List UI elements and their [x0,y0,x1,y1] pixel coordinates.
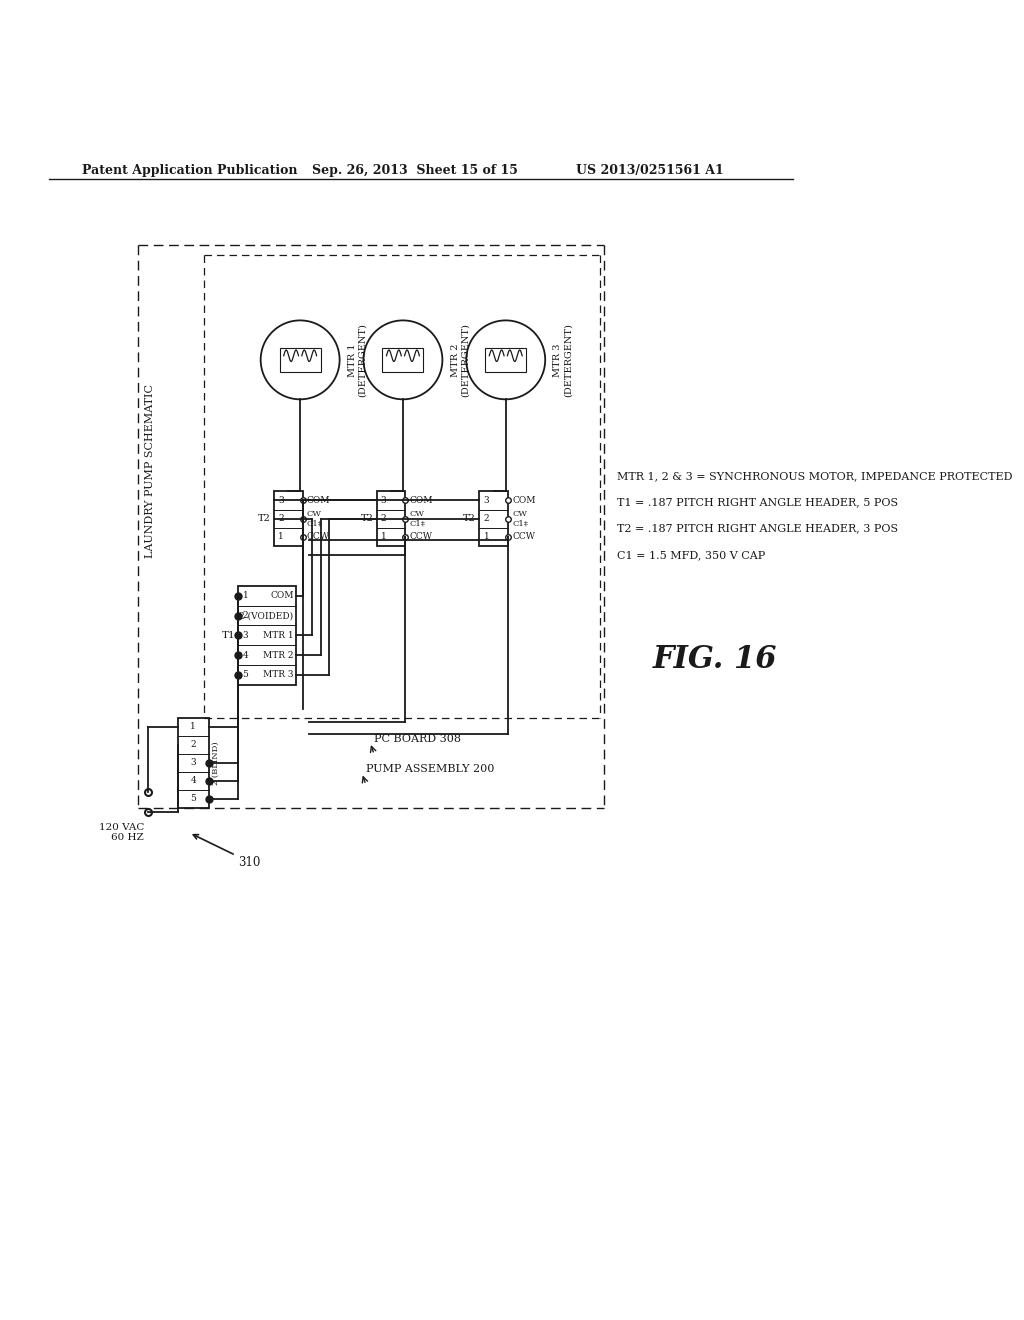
Text: 3: 3 [381,496,386,506]
Text: 3: 3 [190,758,196,767]
Text: 310: 310 [194,834,261,869]
Text: T2: T2 [360,513,374,523]
Text: CW: CW [307,511,322,519]
Bar [479,491,508,545]
Text: MTR 2: MTR 2 [263,651,294,660]
Text: FIG. 16: FIG. 16 [653,644,777,676]
Text: T2: T2 [463,513,476,523]
Text: Sep. 26, 2013  Sheet 15 of 15: Sep. 26, 2013 Sheet 15 of 15 [312,164,518,177]
Bar [485,347,526,372]
Text: CCW: CCW [410,532,432,541]
Text: CCW: CCW [512,532,536,541]
Text: C1‡: C1‡ [307,520,323,528]
Text: CCW: CCW [307,532,330,541]
Text: C1 = 1.5 MFD, 350 V CAP: C1 = 1.5 MFD, 350 V CAP [616,550,765,560]
Text: CW: CW [512,511,527,519]
Text: LAUNDRY PUMP SCHEMATIC: LAUNDRY PUMP SCHEMATIC [145,384,156,558]
Text: 2: 2 [381,513,386,523]
Text: 2: 2 [190,741,196,750]
Text: MTR 1, 2 & 3 = SYNCHRONOUS MOTOR, IMPEDANCE PROTECTED: MTR 1, 2 & 3 = SYNCHRONOUS MOTOR, IMPEDA… [616,471,1013,480]
Bar [273,491,303,545]
Text: 1: 1 [190,722,197,731]
Text: 2 (VOIDED): 2 (VOIDED) [240,611,294,620]
Text: C1‡: C1‡ [512,520,528,528]
Text: 1: 1 [381,532,386,541]
Bar [177,718,209,808]
Text: 1: 1 [243,591,249,601]
Text: T2: T2 [258,513,270,523]
Text: MTR 1: MTR 1 [263,631,294,640]
Text: 2: 2 [278,513,284,523]
Text: 3: 3 [483,496,489,506]
Text: 2: 2 [483,513,489,523]
Text: 1: 1 [278,532,284,541]
Text: 2 (BLIND): 2 (BLIND) [212,741,220,784]
Bar [382,347,424,372]
Bar [280,347,321,372]
Text: C1‡: C1‡ [410,520,426,528]
Text: 3: 3 [243,631,248,640]
Text: 5: 5 [190,795,197,804]
Text: 4: 4 [190,776,197,785]
Text: T1 = .187 PITCH RIGHT ANGLE HEADER, 5 POS: T1 = .187 PITCH RIGHT ANGLE HEADER, 5 PO… [616,498,898,507]
Text: COM: COM [410,496,433,506]
Text: PC BOARD 308: PC BOARD 308 [374,734,461,744]
Text: COM: COM [270,591,294,601]
Text: Patent Application Publication: Patent Application Publication [82,164,298,177]
Text: 4: 4 [243,651,249,660]
Text: 120 VAC
60 HZ: 120 VAC 60 HZ [98,822,144,842]
Text: T1: T1 [221,631,236,640]
Text: US 2013/0251561 A1: US 2013/0251561 A1 [575,164,723,177]
Bar [377,491,406,545]
Text: 5: 5 [243,671,249,680]
Text: 2: 2 [243,611,248,620]
Text: MTR 2
(DETERGENT): MTR 2 (DETERGENT) [451,323,470,397]
Text: MTR 1
(DETERGENT): MTR 1 (DETERGENT) [348,323,368,397]
Text: CW: CW [410,511,425,519]
Text: T2 = .187 PITCH RIGHT ANGLE HEADER, 3 POS: T2 = .187 PITCH RIGHT ANGLE HEADER, 3 PO… [616,524,898,533]
Text: MTR 3
(DETERGENT): MTR 3 (DETERGENT) [553,323,572,397]
Text: COM: COM [512,496,536,506]
Text: 3: 3 [278,496,284,506]
Bar [239,586,296,685]
Text: PUMP ASSEMBLY 200: PUMP ASSEMBLY 200 [366,764,495,775]
Text: COM: COM [307,496,330,506]
Text: MTR 3: MTR 3 [263,671,294,680]
Text: 1: 1 [483,532,489,541]
